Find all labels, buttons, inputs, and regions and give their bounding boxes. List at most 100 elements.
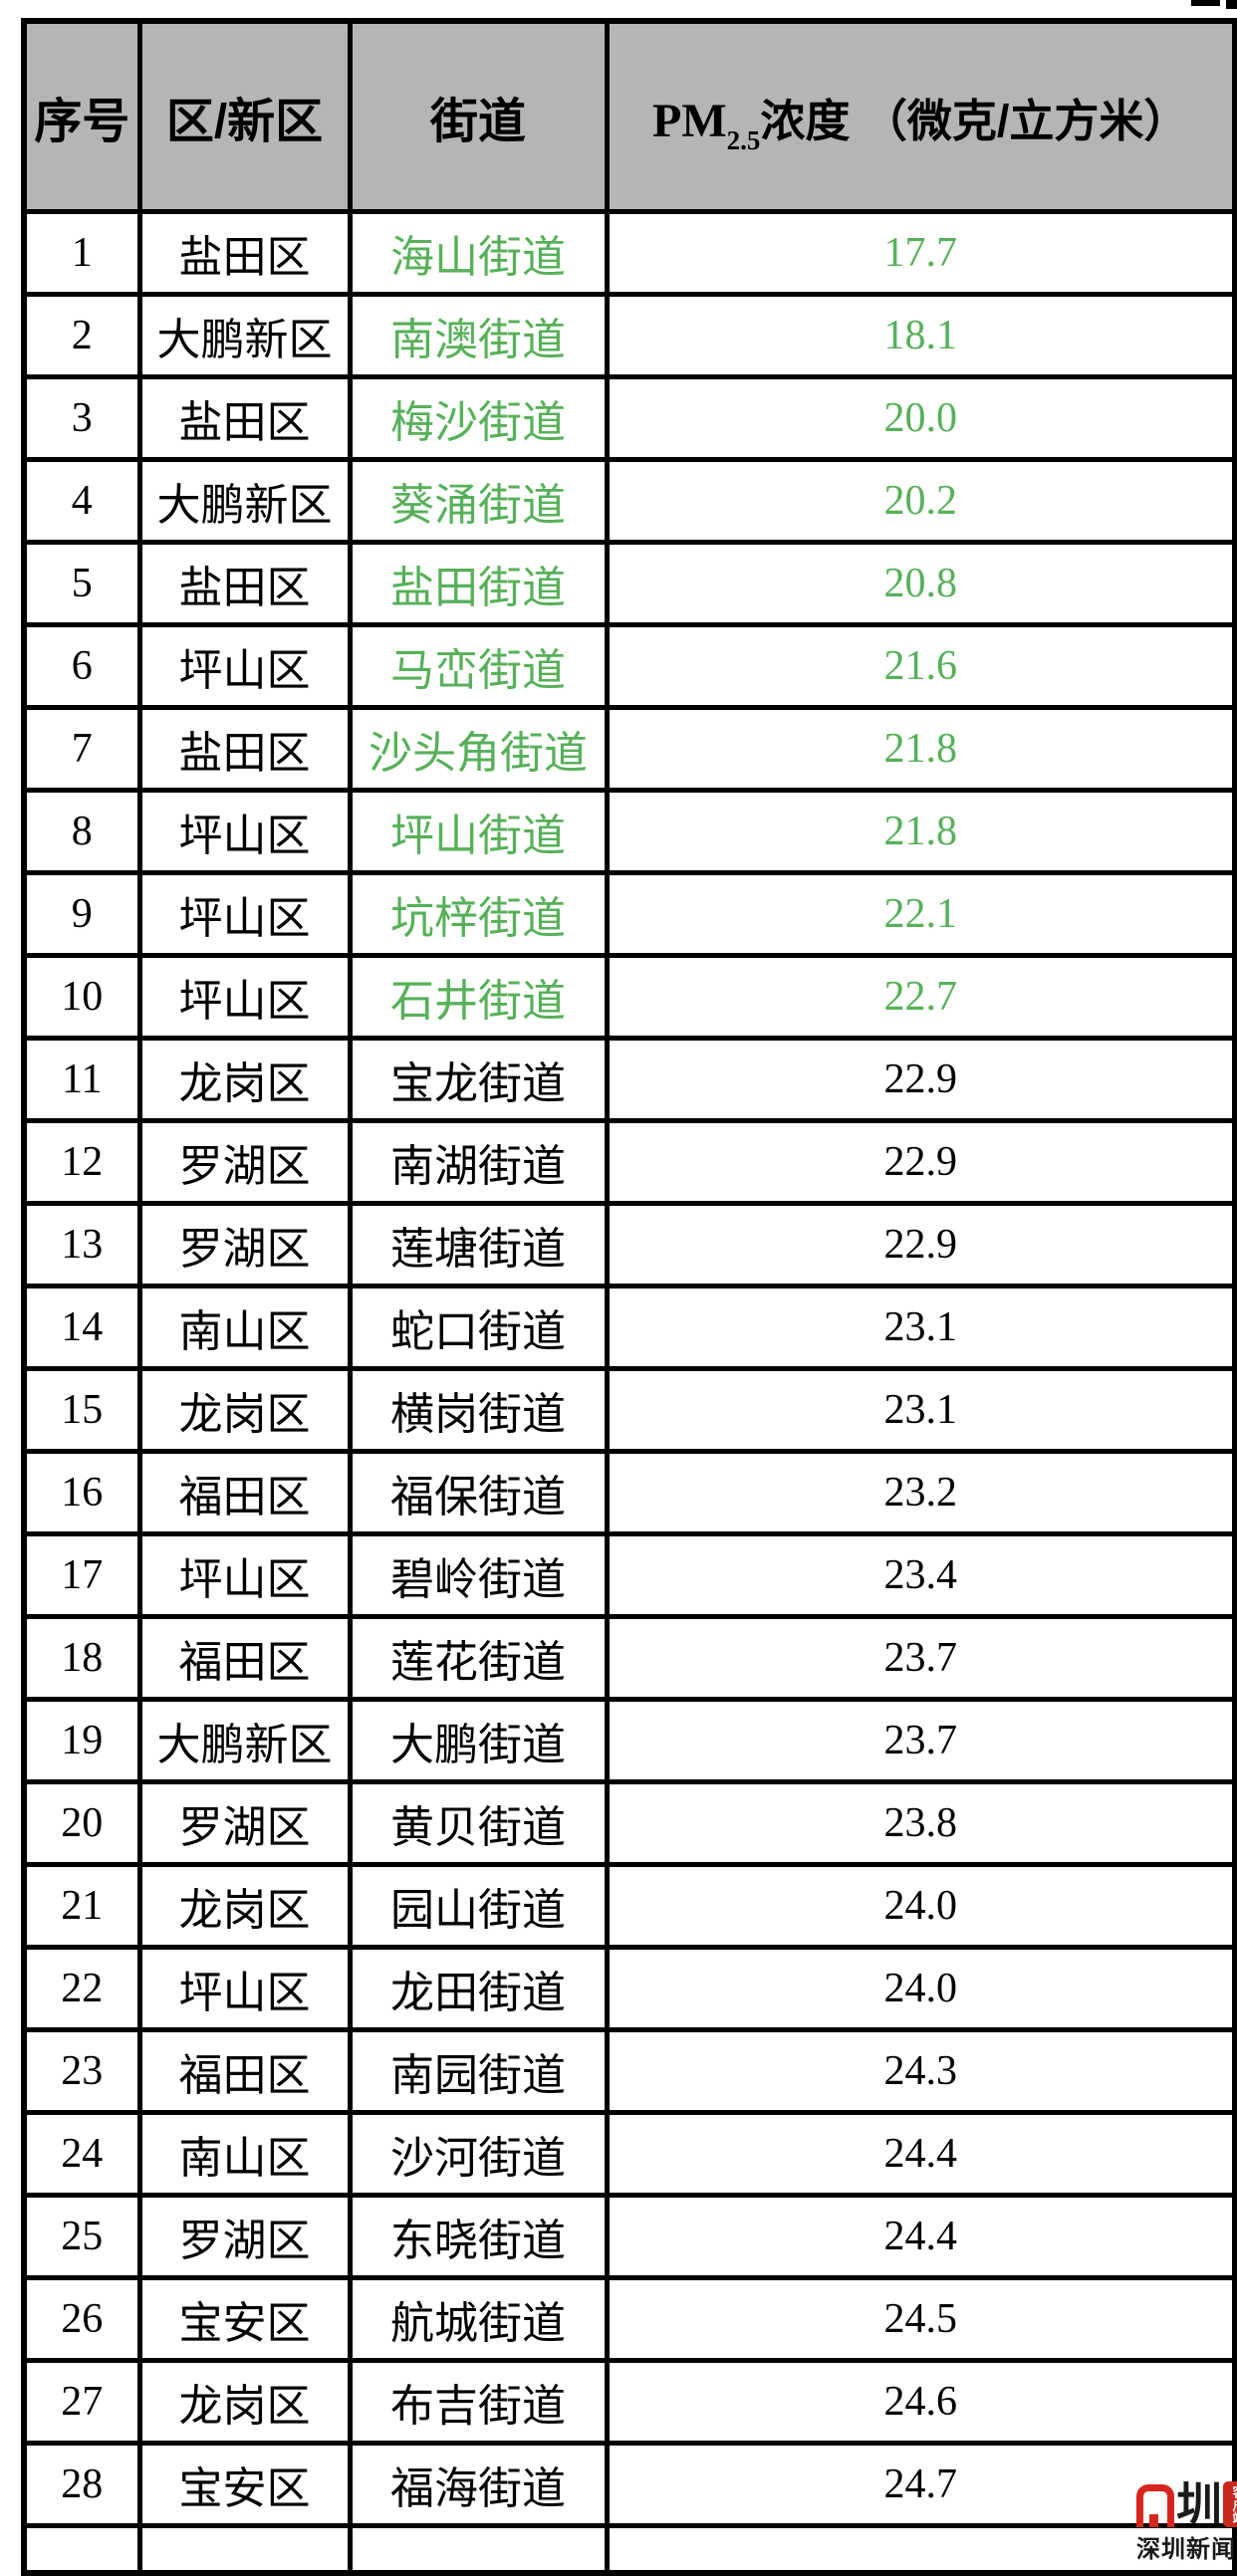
row-seq: 9 xyxy=(21,870,142,958)
table-row: 16 福田区 福保街道 23.2 xyxy=(21,1449,1237,1536)
row-seq: 25 xyxy=(21,2193,142,2280)
row-district: 坪山区 xyxy=(136,870,353,958)
row-street: 沙头角街道 xyxy=(347,705,610,793)
row-value: 24.4 xyxy=(604,2193,1237,2280)
row-value: 22.9 xyxy=(604,1118,1237,1206)
row-street: 沙河街道 xyxy=(347,2110,610,2198)
table-row: 22 坪山区 龙田街道 24.0 xyxy=(21,1945,1237,2032)
row-value: 21.8 xyxy=(604,705,1237,793)
table-row: 1 盐田区 海山街道 17.7 xyxy=(21,209,1237,297)
table-row: 20 罗湖区 黄贝街道 23.8 xyxy=(21,1779,1237,1867)
row-value: 23.1 xyxy=(604,1366,1237,1454)
table-row: 21 龙岗区 园山街道 24.0 xyxy=(21,1862,1237,1950)
row-street: 布吉街道 xyxy=(347,2358,610,2446)
row-value: 23.2 xyxy=(604,1449,1237,1536)
logo-zhen-glyph: 圳 xyxy=(1176,2478,1222,2531)
row-district: 宝安区 xyxy=(136,2275,353,2363)
row-street: 东晓街道 xyxy=(347,2193,610,2280)
row-street: 南湖街道 xyxy=(347,1118,610,1206)
row-district: 坪山区 xyxy=(136,1945,353,2032)
row-value: 23.7 xyxy=(604,1614,1237,1702)
row-value: 23.4 xyxy=(604,1531,1237,1619)
row-seq: 19 xyxy=(21,1697,142,1784)
row-district: 盐田区 xyxy=(136,540,353,627)
row-value: 24.0 xyxy=(604,1945,1237,2032)
table-header-row: 序号 区/新区 街道 PM2.5浓度 （微克/立方米） xyxy=(21,18,1237,214)
row-district: 大鹏新区 xyxy=(136,1697,353,1784)
row-street: 南园街道 xyxy=(347,2027,610,2115)
table-row: 28 宝安区 福海街道 24.7 xyxy=(21,2441,1237,2528)
row-district: 盐田区 xyxy=(136,209,353,297)
table-row: 2 大鹏新区 南澳街道 18.1 xyxy=(21,292,1237,379)
row-street: 坪山街道 xyxy=(347,788,610,875)
row-seq: 20 xyxy=(21,1779,142,1867)
row-district: 罗湖区 xyxy=(136,1779,353,1867)
row-district: 龙岗区 xyxy=(136,1862,353,1950)
table-row: 23 福田区 南园街道 24.3 xyxy=(21,2027,1237,2115)
row-district xyxy=(136,2523,353,2576)
row-seq: 24 xyxy=(21,2110,142,2198)
row-district: 龙岗区 xyxy=(136,1036,353,1123)
row-value: 20.8 xyxy=(604,540,1237,627)
table-row: 25 罗湖区 东晓街道 24.4 xyxy=(21,2193,1237,2280)
row-seq: 23 xyxy=(21,2027,142,2115)
row-value: 22.1 xyxy=(604,870,1237,958)
table-row: 7 盐田区 沙头角街道 21.8 xyxy=(21,705,1237,793)
row-district: 坪山区 xyxy=(136,622,353,710)
header-street: 街道 xyxy=(347,18,610,214)
row-district: 龙岗区 xyxy=(136,2358,353,2446)
row-district: 福田区 xyxy=(136,2027,353,2115)
row-district: 宝安区 xyxy=(136,2441,353,2528)
row-value: 24.0 xyxy=(604,1862,1237,1950)
row-value: 17.7 xyxy=(604,209,1237,297)
table-row: 19 大鹏新区 大鹏街道 23.7 xyxy=(21,1697,1237,1784)
row-district: 罗湖区 xyxy=(136,1201,353,1288)
cropped-title-fragment xyxy=(1191,0,1220,6)
table-row: 4 大鹏新区 葵涌街道 20.2 xyxy=(21,457,1237,545)
row-street: 马峦街道 xyxy=(347,622,610,710)
row-district: 龙岗区 xyxy=(136,1366,353,1454)
table-row: 27 龙岗区 布吉街道 24.6 xyxy=(21,2358,1237,2446)
row-seq: 8 xyxy=(21,788,142,875)
row-value: 24.4 xyxy=(604,2110,1237,2198)
row-value: 20.2 xyxy=(604,457,1237,545)
table-row: 13 罗湖区 莲塘街道 22.9 xyxy=(21,1201,1237,1288)
pm25-ranking-table: 序号 区/新区 街道 PM2.5浓度 （微克/立方米） 1 盐田区 海山街道 1… xyxy=(21,18,1237,2576)
row-seq: 1 xyxy=(21,209,142,297)
table-row: 26 宝安区 航城街道 24.5 xyxy=(21,2275,1237,2363)
table-row: 15 龙岗区 横岗街道 23.1 xyxy=(21,1366,1237,1454)
table-row: 12 罗湖区 南湖街道 22.9 xyxy=(21,1118,1237,1206)
row-seq: 18 xyxy=(21,1614,142,1702)
row-seq: 13 xyxy=(21,1201,142,1288)
pm25-label: PM xyxy=(652,94,727,147)
row-seq: 10 xyxy=(21,953,142,1041)
row-value: 24.5 xyxy=(604,2275,1237,2363)
row-street: 黄贝街道 xyxy=(347,1779,610,1867)
row-street: 南澳街道 xyxy=(347,292,610,379)
row-seq xyxy=(21,2523,142,2576)
row-district: 坪山区 xyxy=(136,788,353,875)
table-row-partial xyxy=(21,2523,1237,2576)
row-street: 宝龙街道 xyxy=(347,1036,610,1123)
row-district: 罗湖区 xyxy=(136,2193,353,2280)
shenzhen-news-logo-icon xyxy=(1136,2484,1174,2527)
row-street: 航城街道 xyxy=(347,2275,610,2363)
row-street: 莲塘街道 xyxy=(347,1201,610,1288)
row-street: 坑梓街道 xyxy=(347,870,610,958)
row-district: 盐田区 xyxy=(136,374,353,462)
row-seq: 15 xyxy=(21,1366,142,1454)
row-seq: 14 xyxy=(21,1284,142,1371)
row-seq: 4 xyxy=(21,457,142,545)
header-district: 区/新区 xyxy=(136,18,353,214)
row-street: 横岗街道 xyxy=(347,1366,610,1454)
row-value: 22.9 xyxy=(604,1036,1237,1123)
table-row: 6 坪山区 马峦街道 21.6 xyxy=(21,622,1237,710)
row-street: 盐田街道 xyxy=(347,540,610,627)
row-street: 蛇口街道 xyxy=(347,1284,610,1371)
row-seq: 22 xyxy=(21,1945,142,2032)
pm25-unit-label: 浓度 （微克/立方米） xyxy=(760,95,1189,146)
row-district: 南山区 xyxy=(136,1284,353,1371)
row-seq: 12 xyxy=(21,1118,142,1206)
row-street: 莲花街道 xyxy=(347,1614,610,1702)
table-row: 3 盐田区 梅沙街道 20.0 xyxy=(21,374,1237,462)
